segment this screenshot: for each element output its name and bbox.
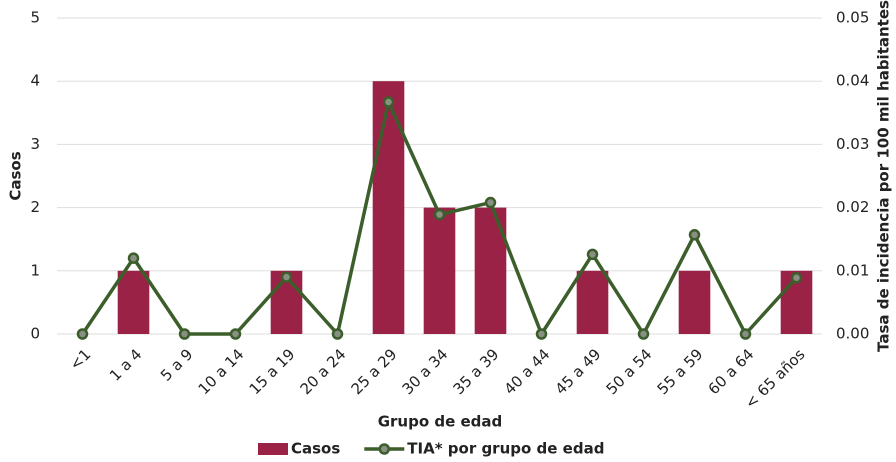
legend-label: TIA* por grupo de edad bbox=[407, 440, 604, 458]
x-axis-title: Grupo de edad bbox=[378, 413, 503, 431]
y2-tick-label: 0.01 bbox=[836, 261, 869, 279]
line-marker bbox=[433, 208, 446, 221]
x-tick-label: 50 a 54 bbox=[603, 345, 656, 398]
line-marker bbox=[229, 328, 242, 340]
line-marker bbox=[382, 96, 395, 108]
y2-tick-label: 0.04 bbox=[836, 72, 869, 90]
y-axis-title: Casos bbox=[7, 151, 25, 200]
y2-tick-label: 0.00 bbox=[836, 325, 869, 343]
line-marker bbox=[586, 248, 599, 261]
y-tick-label: 0 bbox=[30, 325, 40, 343]
y2-tick-label: 0.05 bbox=[836, 9, 869, 27]
y2-tick-label: 0.02 bbox=[836, 198, 869, 216]
y-tick-label: 2 bbox=[30, 198, 40, 216]
bar bbox=[576, 270, 609, 334]
x-tick-label: <1 bbox=[66, 345, 94, 373]
y2-axis-title: Tasa de incidencia por 100 mil habitante… bbox=[875, 0, 893, 352]
bar bbox=[372, 81, 405, 334]
line-marker bbox=[739, 328, 752, 340]
y-tick-label: 3 bbox=[30, 135, 40, 153]
line-marker bbox=[280, 271, 293, 283]
y-tick-label: 5 bbox=[30, 9, 40, 27]
legend-marker bbox=[378, 443, 391, 455]
bar bbox=[117, 270, 150, 334]
legend-swatch bbox=[258, 443, 288, 455]
line-marker bbox=[484, 196, 497, 209]
x-tick-label: 30 a 34 bbox=[399, 345, 452, 398]
x-tick-label: 35 a 39 bbox=[450, 345, 503, 398]
x-tick-label: 15 a 19 bbox=[246, 345, 299, 398]
line-marker bbox=[127, 252, 140, 264]
line-marker bbox=[637, 328, 650, 340]
line-marker bbox=[331, 328, 344, 340]
legend-label: Casos bbox=[291, 440, 340, 458]
y-tick-label: 1 bbox=[30, 261, 40, 279]
y2-tick-label: 0.03 bbox=[836, 135, 869, 153]
x-tick-label: 45 a 49 bbox=[552, 345, 605, 398]
line-marker bbox=[790, 272, 803, 284]
x-tick-label: 5 a 9 bbox=[157, 345, 196, 384]
line-marker bbox=[76, 328, 89, 340]
line-marker bbox=[688, 229, 701, 241]
x-tick-label: 25 a 29 bbox=[348, 345, 401, 398]
bar bbox=[678, 270, 711, 334]
x-tick-label: 20 a 24 bbox=[297, 345, 350, 398]
bar bbox=[423, 207, 456, 334]
x-tick-label: 10 a 14 bbox=[195, 345, 248, 398]
x-tick-label: 1 a 4 bbox=[106, 345, 145, 384]
line-marker bbox=[535, 328, 548, 340]
x-tick-label: 55 a 59 bbox=[654, 345, 707, 398]
line-marker bbox=[178, 328, 191, 340]
y-tick-label: 4 bbox=[30, 72, 40, 90]
x-tick-label: 40 a 44 bbox=[501, 345, 554, 398]
